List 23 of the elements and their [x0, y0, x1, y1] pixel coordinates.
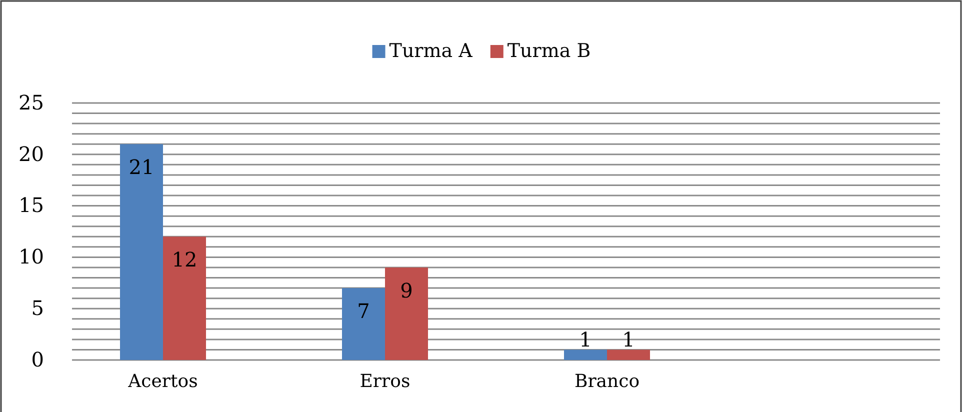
data-label: 1	[622, 328, 635, 352]
data-label: 7	[357, 299, 370, 324]
x-tick-label: Erros	[360, 370, 410, 392]
y-tick-label: 0	[31, 347, 44, 372]
data-label: 21	[128, 155, 154, 180]
y-tick-label: 20	[18, 142, 44, 166]
y-tick-label: 15	[18, 193, 44, 218]
data-label: 1	[579, 328, 592, 352]
y-tick-label: 25	[18, 90, 44, 114]
legend-label: Turma A	[389, 40, 473, 62]
bar	[607, 350, 650, 360]
bar	[342, 288, 385, 360]
bar	[385, 267, 428, 360]
data-label: 9	[400, 278, 413, 302]
bar	[163, 236, 206, 360]
y-tick-label: 10	[18, 244, 44, 269]
x-tick-label: Branco	[574, 370, 640, 392]
bar	[120, 144, 163, 360]
data-label: 12	[172, 248, 198, 272]
x-tick-label: Acertos	[127, 370, 198, 392]
legend-label: Turma B	[507, 40, 591, 62]
y-tick-label: 5	[31, 296, 44, 320]
bar	[564, 350, 607, 360]
